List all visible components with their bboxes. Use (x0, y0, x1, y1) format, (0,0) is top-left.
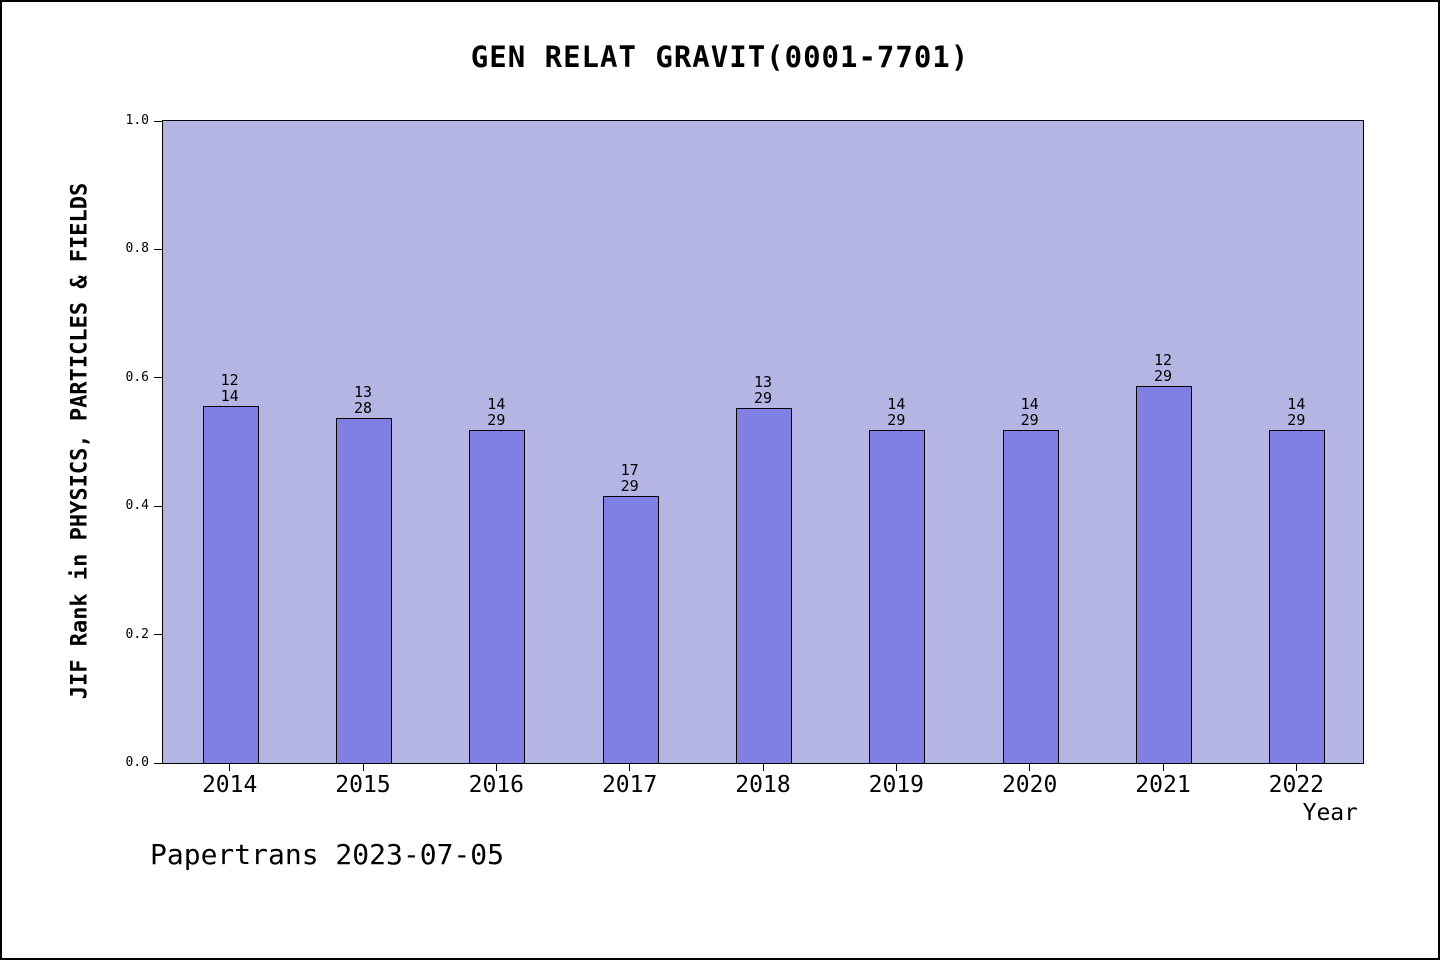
bar-total-2018: 29 (753, 389, 773, 407)
x-tick-2018 (762, 763, 764, 771)
x-tick-label-2015: 2015 (335, 772, 391, 798)
y-tick-label-0.6: 0.6 (125, 369, 149, 385)
bar-value-label-2016: 14 29 (456, 396, 536, 428)
bar-value-label-2022: 14 29 (1256, 396, 1336, 428)
x-tick-label-2014: 2014 (201, 772, 258, 798)
bar-total-2020: 29 (1020, 411, 1039, 429)
bar-total-2019: 29 (887, 411, 906, 429)
bar-rank-2015: 13 (353, 383, 373, 401)
bar-value-label-2020: 14 29 (990, 396, 1070, 428)
x-tick-label-2018: 2018 (735, 772, 791, 798)
bar-2021 (1136, 386, 1192, 763)
bar-2018 (736, 408, 792, 763)
bar-rank-2016: 14 (487, 395, 506, 413)
x-tick-2021 (1162, 763, 1164, 771)
bar-total-2022: 29 (1287, 411, 1306, 429)
bar-value-label-2015: 13 28 (323, 384, 403, 416)
bar-total-2021: 29 (1153, 367, 1173, 385)
bar-2015 (336, 418, 392, 763)
bar-value-label-2021: 12 29 (1123, 352, 1203, 384)
bar-2022 (1269, 430, 1326, 763)
bar-value-label-2019: 14 29 (856, 396, 936, 428)
chart-title: GEN RELAT GRAVIT(0001-7701) (470, 40, 970, 74)
bar-total-2017: 29 (620, 477, 639, 495)
x-tick-label-2019: 2019 (868, 772, 925, 798)
bar-rank-2014: 12 (220, 371, 239, 389)
bar-2020 (1002, 430, 1059, 763)
bar-total-2016: 29 (487, 411, 506, 429)
footer-text: Papertrans 2023-07-05 (150, 838, 505, 871)
x-tick-label-2017: 2017 (601, 772, 658, 798)
y-tick-0.0 (154, 762, 162, 764)
y-tick-0.2 (154, 634, 162, 636)
y-tick-label-0.2: 0.2 (125, 626, 149, 642)
bar-rank-2017: 17 (620, 461, 639, 479)
bar-rank-2022: 14 (1287, 395, 1306, 413)
x-tick-2017 (629, 763, 631, 771)
y-tick-0.4 (154, 505, 162, 507)
y-tick-0.6 (154, 377, 162, 379)
x-tick-2019 (895, 763, 897, 771)
bar-total-2015: 28 (353, 399, 373, 417)
bar-rank-2020: 14 (1020, 395, 1039, 413)
bar-2017 (602, 496, 659, 763)
plot-area: 12 14 2014 13 28 2015 14 29 2016 17 29 2017 13 29 2018… (126, 113, 1364, 798)
y-tick-label-0.8: 0.8 (125, 241, 149, 257)
x-tick-2015 (362, 763, 364, 771)
y-tick-1.0 (154, 120, 162, 122)
x-tick-2020 (1029, 763, 1031, 771)
x-tick-label-2016: 2016 (468, 772, 525, 798)
bar-value-label-2018: 13 29 (723, 374, 803, 406)
y-axis-label: JIF Rank in PHYSICS, PARTICLES & FIELDS (67, 182, 93, 700)
bar-rank-2021: 12 (1153, 351, 1173, 369)
bar-value-label-2017: 17 29 (590, 462, 670, 494)
y-tick-label-0.0: 0.0 (125, 755, 149, 770)
bar-total-2014: 14 (220, 387, 239, 405)
x-tick-label-2022: 2022 (1268, 772, 1325, 798)
x-axis-label: Year (1302, 800, 1358, 826)
bar-2019 (869, 430, 926, 763)
bar-rank-2018: 13 (753, 373, 773, 391)
x-tick-2022 (1295, 763, 1297, 771)
bar-2016 (469, 430, 526, 763)
y-tick-label-0.4: 0.4 (125, 498, 149, 514)
bar-rank-2019: 14 (887, 395, 906, 413)
bar-2014 (202, 406, 259, 763)
y-tick-0.8 (154, 248, 162, 250)
x-tick-2016 (495, 763, 497, 771)
x-tick-label-2020: 2020 (1001, 772, 1058, 798)
x-tick-2014 (229, 763, 231, 771)
y-tick-label-1.0: 1.0 (125, 113, 149, 128)
x-tick-label-2021: 2021 (1135, 772, 1191, 798)
bar-value-label-2014: 12 14 (190, 372, 270, 404)
